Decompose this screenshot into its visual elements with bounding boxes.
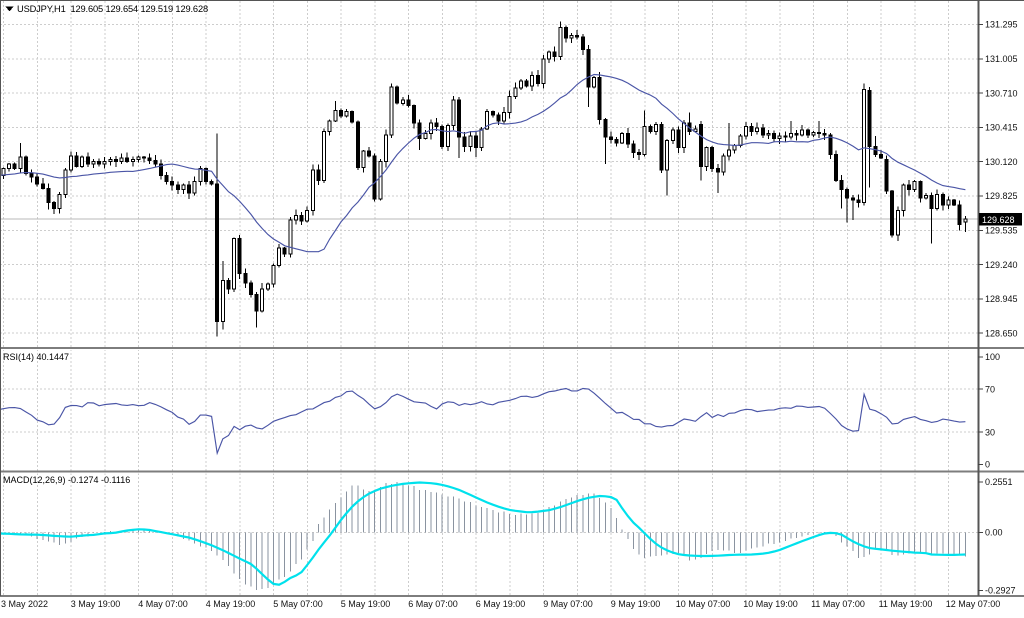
svg-text:130.120: 130.120: [985, 157, 1018, 167]
svg-text:0.2551: 0.2551: [985, 477, 1013, 487]
svg-text:USDJPY,H1 129.605 129.654 129: USDJPY,H1 129.605 129.654 129.519 129.62…: [17, 4, 208, 14]
svg-text:128.945: 128.945: [985, 294, 1018, 304]
svg-text:4 May 07:00: 4 May 07:00: [138, 599, 188, 609]
svg-text:129.628: 129.628: [982, 215, 1015, 225]
svg-text:MACD(12,26,9) -0.1274 -0.1116: MACD(12,26,9) -0.1274 -0.1116: [3, 475, 130, 485]
svg-text:128.650: 128.650: [985, 328, 1018, 338]
svg-text:30: 30: [985, 427, 995, 437]
svg-text:129.825: 129.825: [985, 191, 1018, 201]
svg-text:130.710: 130.710: [985, 88, 1018, 98]
svg-text:129.535: 129.535: [985, 226, 1018, 236]
svg-text:129.240: 129.240: [985, 260, 1018, 270]
svg-text:6 May 07:00: 6 May 07:00: [408, 599, 458, 609]
svg-text:9 May 19:00: 9 May 19:00: [611, 599, 661, 609]
svg-text:6 May 19:00: 6 May 19:00: [476, 599, 526, 609]
svg-text:11 May 19:00: 11 May 19:00: [879, 599, 933, 609]
svg-text:3 May 19:00: 3 May 19:00: [71, 599, 121, 609]
svg-text:10 May 19:00: 10 May 19:00: [743, 599, 798, 609]
svg-text:131.005: 131.005: [985, 54, 1018, 64]
svg-text:3 May 2022: 3 May 2022: [1, 599, 48, 609]
svg-text:131.295: 131.295: [985, 20, 1018, 30]
svg-text:10 May 07:00: 10 May 07:00: [676, 599, 731, 609]
svg-text:-0.2927: -0.2927: [985, 586, 1016, 596]
svg-text:RSI(14) 40.1447: RSI(14) 40.1447: [3, 352, 69, 362]
svg-text:9 May 07:00: 9 May 07:00: [543, 599, 593, 609]
svg-text:130.415: 130.415: [985, 123, 1018, 133]
svg-text:100: 100: [985, 352, 1000, 362]
svg-text:5 May 07:00: 5 May 07:00: [273, 599, 323, 609]
svg-text:0.00: 0.00: [985, 528, 1003, 538]
svg-text:4 May 19:00: 4 May 19:00: [206, 599, 256, 609]
svg-text:70: 70: [985, 384, 995, 394]
svg-text:0: 0: [985, 460, 990, 470]
svg-text:11 May 07:00: 11 May 07:00: [811, 599, 865, 609]
svg-text:12 May 07:00: 12 May 07:00: [946, 599, 1001, 609]
svg-text:5 May 19:00: 5 May 19:00: [341, 599, 391, 609]
